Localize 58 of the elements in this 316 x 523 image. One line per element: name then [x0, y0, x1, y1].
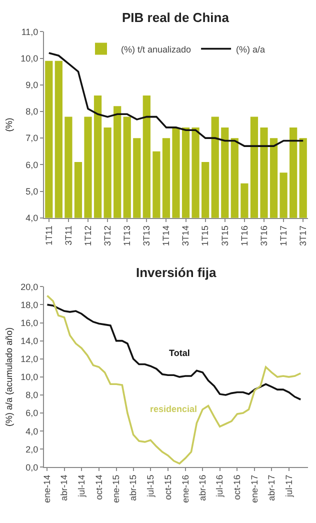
x-tick-label: jul-15: [145, 474, 156, 498]
x-tick-label: 1T16: [239, 225, 250, 246]
y-axis-title: (%) a/a (acumulado año): [4, 327, 14, 426]
y-tick-label: 6,0: [26, 160, 38, 170]
x-tick-label: 1T15: [200, 225, 210, 246]
x-tick-label: 3T13: [142, 225, 152, 246]
series-label: Total: [169, 348, 190, 358]
y-tick-label: 11,0: [21, 26, 38, 37]
y-tick-label: 8,0: [26, 106, 38, 117]
y-axis-title: (%): [4, 118, 14, 132]
x-tick-label: ene-15: [111, 474, 122, 503]
x-tick-label: oct-16: [232, 474, 242, 500]
y-tick-label: 18,0: [20, 300, 38, 310]
y-tick-label: 5,0: [26, 186, 38, 196]
line-series: [46, 304, 302, 400]
legend-label: (%) a/a: [236, 44, 266, 54]
y-tick-label: 6,0: [26, 408, 38, 418]
line-series: [46, 294, 302, 464]
x-tick-label: 1T17: [278, 225, 288, 246]
y-tick-label: 4,0: [26, 426, 38, 436]
y-tick-label: 2,0: [26, 444, 38, 454]
y-tick-label: 20,0: [20, 282, 38, 292]
x-tick-label: 1T14: [161, 225, 172, 246]
y-tick-label: 0,0: [26, 462, 38, 472]
x-tick-label: 3T12: [102, 225, 112, 246]
y-tick-label: 10,0: [20, 53, 38, 64]
chart-title: PIB real de China: [122, 10, 230, 25]
y-tick-label: 10,0: [20, 372, 38, 382]
chart-title: Inversión fija: [136, 265, 217, 280]
x-tick-label: jul-14: [76, 474, 86, 498]
x-tick-label: 1T11: [44, 225, 54, 246]
y-tick-label: 4,0: [26, 213, 38, 224]
x-tick-label: 3T16: [258, 225, 269, 246]
x-tick-label: jul-16: [214, 474, 225, 498]
x-tick-label: abr-15: [128, 474, 138, 501]
x-tick-label: 3T14: [180, 225, 191, 246]
x-tick-label: 3T11: [63, 225, 74, 246]
x-tick-label: 3T15: [220, 225, 230, 246]
y-tick-label: 12,0: [20, 354, 38, 364]
x-tick-label: 1T12: [82, 225, 93, 246]
legend-label: (%) t/t anualizado: [121, 44, 192, 54]
y-tick-label: 16,0: [20, 318, 38, 328]
x-tick-label: 1T13: [122, 225, 132, 246]
series-label: residencial: [150, 404, 198, 414]
x-tick-label: ene-17: [250, 474, 260, 503]
x-tick-label: 3T17: [298, 225, 308, 246]
x-tick-label: oct-14: [94, 474, 104, 500]
y-tick-label: 14,0: [20, 336, 38, 346]
x-tick-label: oct-15: [162, 474, 173, 500]
x-tick-label: abr-14: [59, 474, 70, 501]
x-tick-label: abr-17: [266, 474, 277, 501]
y-tick-label: 7,0: [26, 133, 38, 144]
x-tick-label: abr-16: [198, 474, 208, 501]
y-tick-label: 9,0: [26, 80, 38, 90]
x-tick-label: jul-17: [284, 474, 294, 498]
y-tick-label: 8,0: [26, 390, 38, 400]
x-tick-label: ene-14: [42, 474, 52, 503]
x-tick-label: ene-16: [180, 474, 190, 503]
